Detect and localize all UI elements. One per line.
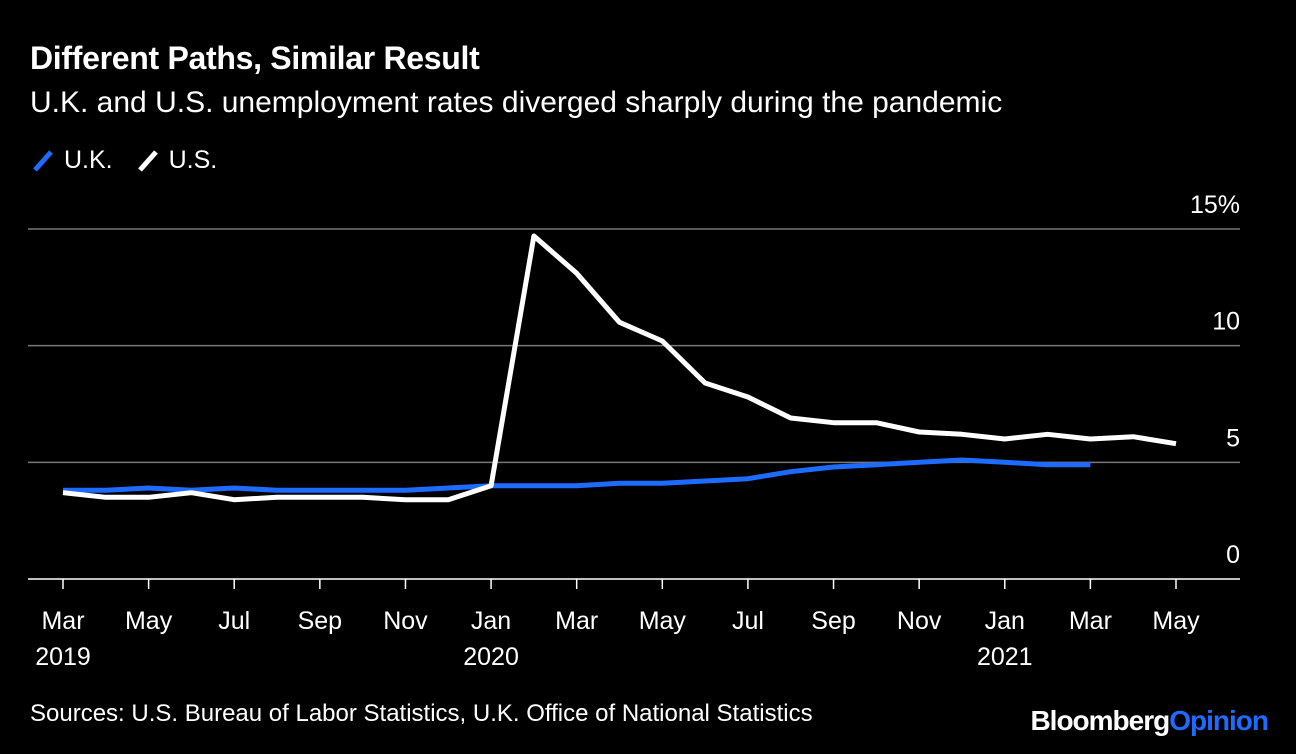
legend-item-us: U.S. <box>135 146 218 175</box>
x-tick-label-2020-05: May <box>639 607 687 635</box>
x-tick-label-2020-03: Mar <box>555 607 598 635</box>
chart-title: Different Paths, Similar Result <box>30 40 480 76</box>
legend-label-us: U.S. <box>168 146 218 174</box>
x-tick-label-2021-05: May <box>1152 607 1200 635</box>
x-tick-label-2019-09: Sep <box>298 607 342 635</box>
x-tick-year-2019: 2019 <box>35 643 91 671</box>
series-line-us <box>62 233 1177 503</box>
source-note: Sources: U.S. Bureau of Labor Statistics… <box>30 700 813 727</box>
x-tick-label-2020-01: Jan <box>471 607 511 635</box>
x-tick-year-2020: 2020 <box>463 643 519 671</box>
uk-legend-swatch-icon <box>33 149 53 172</box>
x-tick-label-2021-03: Mar <box>1069 607 1112 635</box>
y-tick-label-0: 0 <box>1226 541 1240 569</box>
chart-legend: U.K. U.S. <box>30 146 239 175</box>
legend-item-uk: U.K. <box>30 146 113 175</box>
brand-logo-part1: Bloomberg <box>1030 705 1170 736</box>
x-tick-label-2019-05: May <box>125 607 173 635</box>
x-tick-year-2021: 2021 <box>977 643 1033 671</box>
x-tick-label-2021-01: Jan <box>985 607 1025 635</box>
chart-subtitle: U.K. and U.S. unemployment rates diverge… <box>30 86 1003 119</box>
y-tick-label-10: 10 <box>1212 308 1240 336</box>
x-tick-label-2019-11: Nov <box>383 607 428 635</box>
series-line-uk <box>63 457 1091 493</box>
brand-logo: BloombergOpinion <box>1030 705 1269 737</box>
y-tick-label-15: 15% <box>1190 191 1240 219</box>
x-tick-label-2020-09: Sep <box>811 607 855 635</box>
legend-label-uk: U.K. <box>64 146 113 174</box>
x-tick-label-2019-07: Jul <box>218 607 250 635</box>
x-tick-label-2020-11: Nov <box>897 607 942 635</box>
us-legend-swatch-icon <box>137 149 158 172</box>
brand-logo-part2: Opinion <box>1169 705 1269 736</box>
x-tick-label-2020-07: Jul <box>732 607 764 635</box>
x-tick-label-2019-03: Mar <box>41 607 84 635</box>
y-tick-label-5: 5 <box>1226 424 1240 452</box>
